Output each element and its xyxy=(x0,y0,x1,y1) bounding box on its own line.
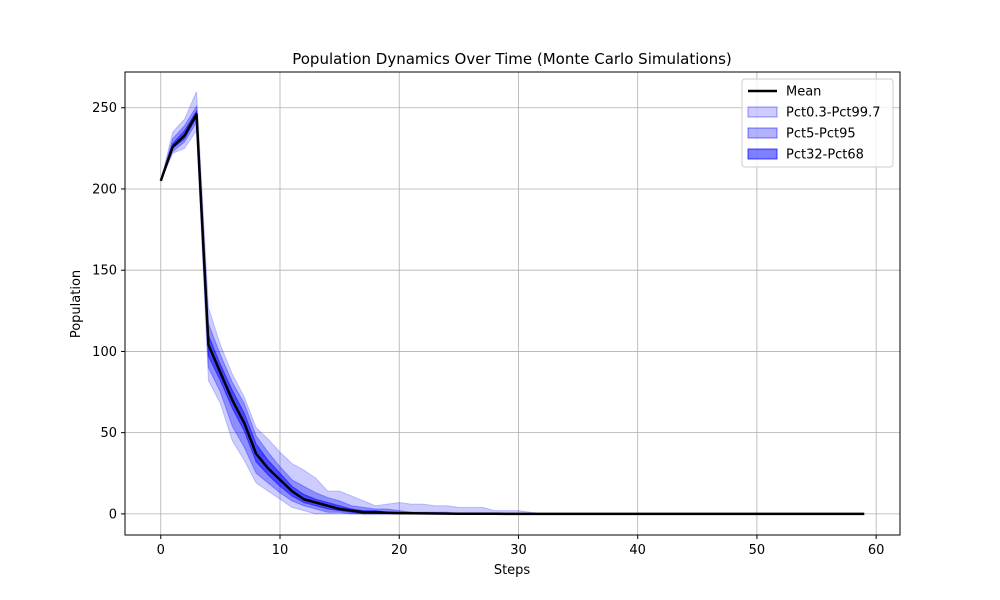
y-tick-label: 150 xyxy=(92,264,117,279)
x-tick-label: 40 xyxy=(629,543,646,558)
legend-label: Pct32-Pct68 xyxy=(786,148,864,163)
legend-swatch-band xyxy=(747,148,778,160)
y-tick-label: 50 xyxy=(100,426,117,441)
legend-label: Pct0.3-Pct99.7 xyxy=(786,106,880,121)
x-tick-label: 50 xyxy=(749,543,766,558)
y-tick-label: 0 xyxy=(109,507,117,522)
x-tick-label: 0 xyxy=(157,543,165,558)
plot-area-frame xyxy=(124,71,901,536)
axis-ticks: 0 10 20 30 40 50 60 0 50 100 150 200 250 xyxy=(92,101,884,558)
grid-lines xyxy=(125,72,900,535)
y-tick-label: 200 xyxy=(92,182,117,197)
x-axis-label: Steps xyxy=(494,563,531,578)
x-tick-label: 30 xyxy=(510,543,527,558)
legend-label: Pct5-Pct95 xyxy=(786,127,856,142)
legend: Mean Pct0.3-Pct99.7 Pct5-Pct95 Pct32-Pct68 xyxy=(741,78,894,168)
legend-box xyxy=(741,78,894,168)
x-tick-label: 60 xyxy=(868,543,885,558)
mean-line-layer xyxy=(159,112,865,516)
legend-swatch-band xyxy=(747,106,778,118)
mean-line xyxy=(159,112,865,516)
chart-title: Population Dynamics Over Time (Monte Car… xyxy=(292,50,732,68)
legend-swatch-band xyxy=(747,127,778,139)
legend-label: Mean xyxy=(786,85,821,100)
y-tick-label: 250 xyxy=(92,101,117,116)
x-tick-label: 10 xyxy=(272,543,289,558)
x-tick-label: 20 xyxy=(391,543,408,558)
y-tick-label: 100 xyxy=(92,345,117,360)
y-axis-label: Population xyxy=(69,270,84,338)
